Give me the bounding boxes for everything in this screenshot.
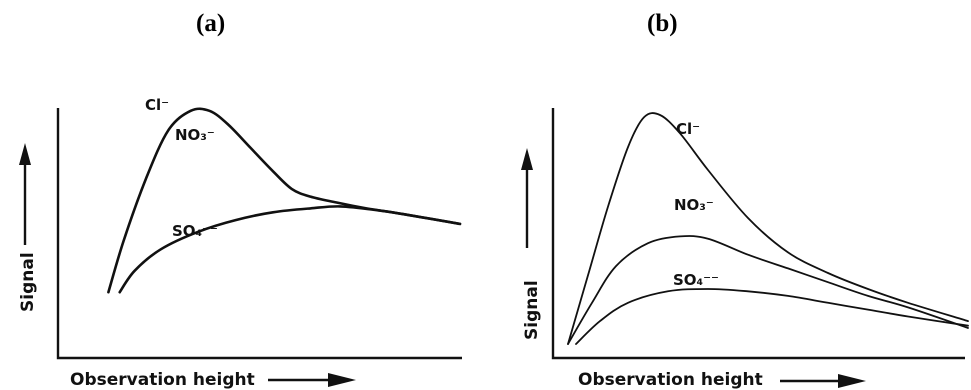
series-line-b-so4 — [575, 288, 969, 345]
chart-panel-a: Signal Observation height Cl⁻ NO₃⁻ SO₄⁻⁻ — [18, 96, 462, 390]
series-label-a-no3: NO₃⁻ — [175, 126, 215, 144]
series-label-b-no3: NO₃⁻ — [674, 196, 714, 214]
series-line-b-cl — [567, 112, 969, 345]
series-label-b-so4: SO₄⁻⁻ — [673, 271, 719, 289]
axes-frame-b — [551, 108, 965, 360]
x-axis-label-a: Observation height — [70, 370, 255, 390]
series-label-a-so4: SO₄⁻⁻ — [172, 222, 218, 240]
y-axis-label-a: Signal — [18, 252, 38, 312]
series-label-a-cl: Cl⁻ — [145, 96, 169, 114]
panel-label-a: (a) — [196, 10, 226, 37]
series-line-a-so4 — [118, 205, 462, 294]
series-line-b-no3 — [567, 235, 969, 345]
y-arrow-a — [19, 143, 31, 245]
x-arrow-b — [780, 374, 866, 388]
panel-label-b: (b) — [647, 10, 678, 37]
y-arrow-b — [521, 148, 533, 248]
series-line-a-cl — [107, 107, 462, 294]
x-arrow-a — [268, 373, 356, 387]
axes-frame-a — [56, 108, 462, 360]
series-label-b-cl: Cl⁻ — [676, 120, 700, 138]
x-axis-label-b: Observation height — [578, 370, 763, 390]
chart-panel-b: Signal Observation height Cl⁻ NO₃⁻ SO₄⁻⁻ — [521, 108, 969, 390]
y-axis-label-b: Signal — [522, 280, 542, 340]
